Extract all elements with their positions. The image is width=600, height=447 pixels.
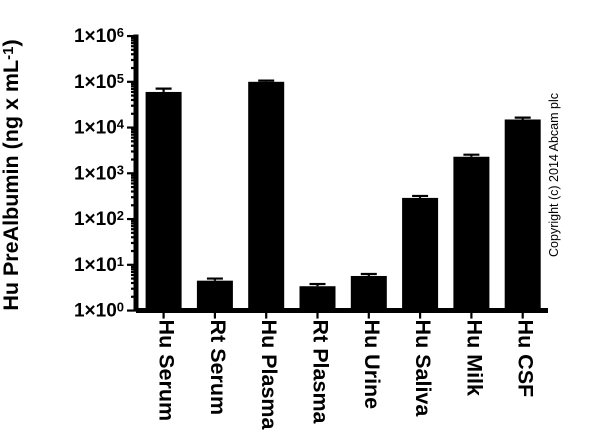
svg-text:Hu Milk: Hu Milk [462,320,486,396]
svg-text:Hu Saliva: Hu Saliva [411,320,435,418]
svg-text:Copyright (c) 2014 Abcam plc: Copyright (c) 2014 Abcam plc [547,93,561,257]
svg-text:1×100: 1×100 [74,300,124,322]
svg-text:1×101: 1×101 [74,254,124,276]
svg-text:1×105: 1×105 [74,71,124,93]
svg-text:Hu Plasma: Hu Plasma [257,320,281,431]
svg-text:Hu Urine: Hu Urine [360,320,384,410]
svg-text:1×104: 1×104 [74,117,125,139]
svg-text:Hu CSF: Hu CSF [514,320,538,398]
svg-text:Rt Serum: Rt Serum [206,320,230,416]
svg-text:Rt Plasma: Rt Plasma [309,320,333,425]
svg-text:1×102: 1×102 [74,209,124,231]
svg-text:Hu PreAlbumin (ng x mL-1): Hu PreAlbumin (ng x mL-1) [0,39,23,310]
svg-text:1×106: 1×106 [74,26,124,48]
svg-text:1×103: 1×103 [74,163,124,185]
svg-text:Hu Serum: Hu Serum [155,320,179,422]
